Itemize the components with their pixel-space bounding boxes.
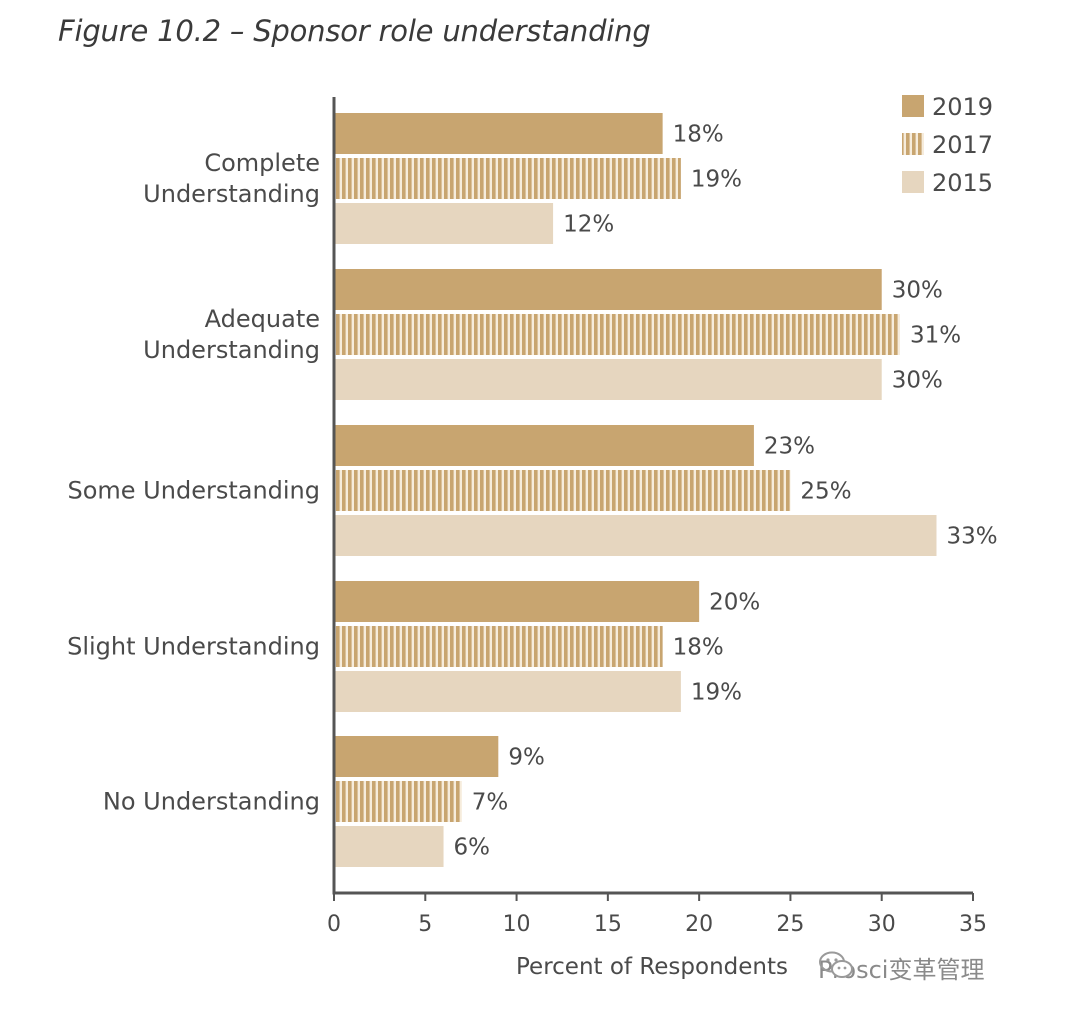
bar-2015 <box>335 671 681 712</box>
bar-group: 18% 19% 12% Complete Understanding <box>143 113 742 244</box>
x-tick-label: 5 <box>418 912 432 937</box>
data-label: 12% <box>563 212 614 238</box>
legend-label: 2015 <box>932 169 993 197</box>
data-label: 19% <box>691 680 742 706</box>
bar-2017 <box>335 158 681 199</box>
bar-2017 <box>335 470 791 511</box>
data-label: 30% <box>892 278 943 304</box>
legend-swatch <box>902 171 924 193</box>
data-label: 18% <box>673 635 724 661</box>
bar-2017 <box>335 626 663 667</box>
x-tick-label: 35 <box>959 912 987 937</box>
x-tick-label: 30 <box>868 912 896 937</box>
data-label: 19% <box>691 167 742 193</box>
legend-label: 2017 <box>932 131 993 159</box>
bar-2019 <box>335 269 882 310</box>
legend-swatch <box>902 95 924 117</box>
category-label: Slight Understanding <box>67 633 320 661</box>
data-label: 6% <box>454 835 491 861</box>
wechat-icon <box>819 951 853 978</box>
data-label: 23% <box>764 434 815 460</box>
legend-item: 2017 <box>902 131 993 159</box>
data-label: 20% <box>709 590 760 616</box>
bar-group: 23% 25% 33% Some Understanding <box>67 425 998 556</box>
bar-2015 <box>335 515 937 556</box>
bar-2019 <box>335 425 754 466</box>
bar-group: 30% 31% 30% Adequate Understanding <box>143 269 961 400</box>
bar-2015 <box>335 203 554 244</box>
data-label: 7% <box>472 790 509 816</box>
bar-group: 9% 7% 6% No Understanding <box>103 736 545 867</box>
data-label: 33% <box>946 524 997 550</box>
chart-title: Figure 10.2 – Sponsor role understanding <box>58 14 651 48</box>
legend-item: 2015 <box>902 169 993 197</box>
x-tick-label: 10 <box>503 912 531 937</box>
legend-swatch <box>902 133 924 155</box>
data-label: 30% <box>892 368 943 394</box>
x-tick-label: 0 <box>327 912 341 937</box>
category-label: No Understanding <box>103 788 320 816</box>
watermark: Prosci变革管理 <box>818 950 984 985</box>
x-axis-title: Percent of Respondents <box>516 954 788 980</box>
bar-2017 <box>335 781 462 822</box>
bar-2019 <box>335 581 700 622</box>
x-tick-label: 15 <box>594 912 622 937</box>
bar-group: 20% 18% 19% Slight Understanding <box>67 581 760 712</box>
x-tick-label: 20 <box>685 912 713 937</box>
data-label: 9% <box>508 745 545 771</box>
legend-label: 2019 <box>932 93 993 121</box>
data-label: 31% <box>910 323 961 349</box>
bar-2015 <box>335 359 882 400</box>
bar-2019 <box>335 113 663 154</box>
bar-2017 <box>335 314 900 355</box>
category-label: Complete Understanding <box>143 149 320 208</box>
legend-item: 2019 <box>902 93 993 121</box>
data-label: 25% <box>800 479 851 505</box>
data-label: 18% <box>673 122 724 148</box>
bar-2015 <box>335 826 444 867</box>
category-label: Some Understanding <box>67 477 320 505</box>
category-label: Adequate Understanding <box>143 305 320 364</box>
x-tick-label: 25 <box>776 912 804 937</box>
bar-2019 <box>335 736 499 777</box>
